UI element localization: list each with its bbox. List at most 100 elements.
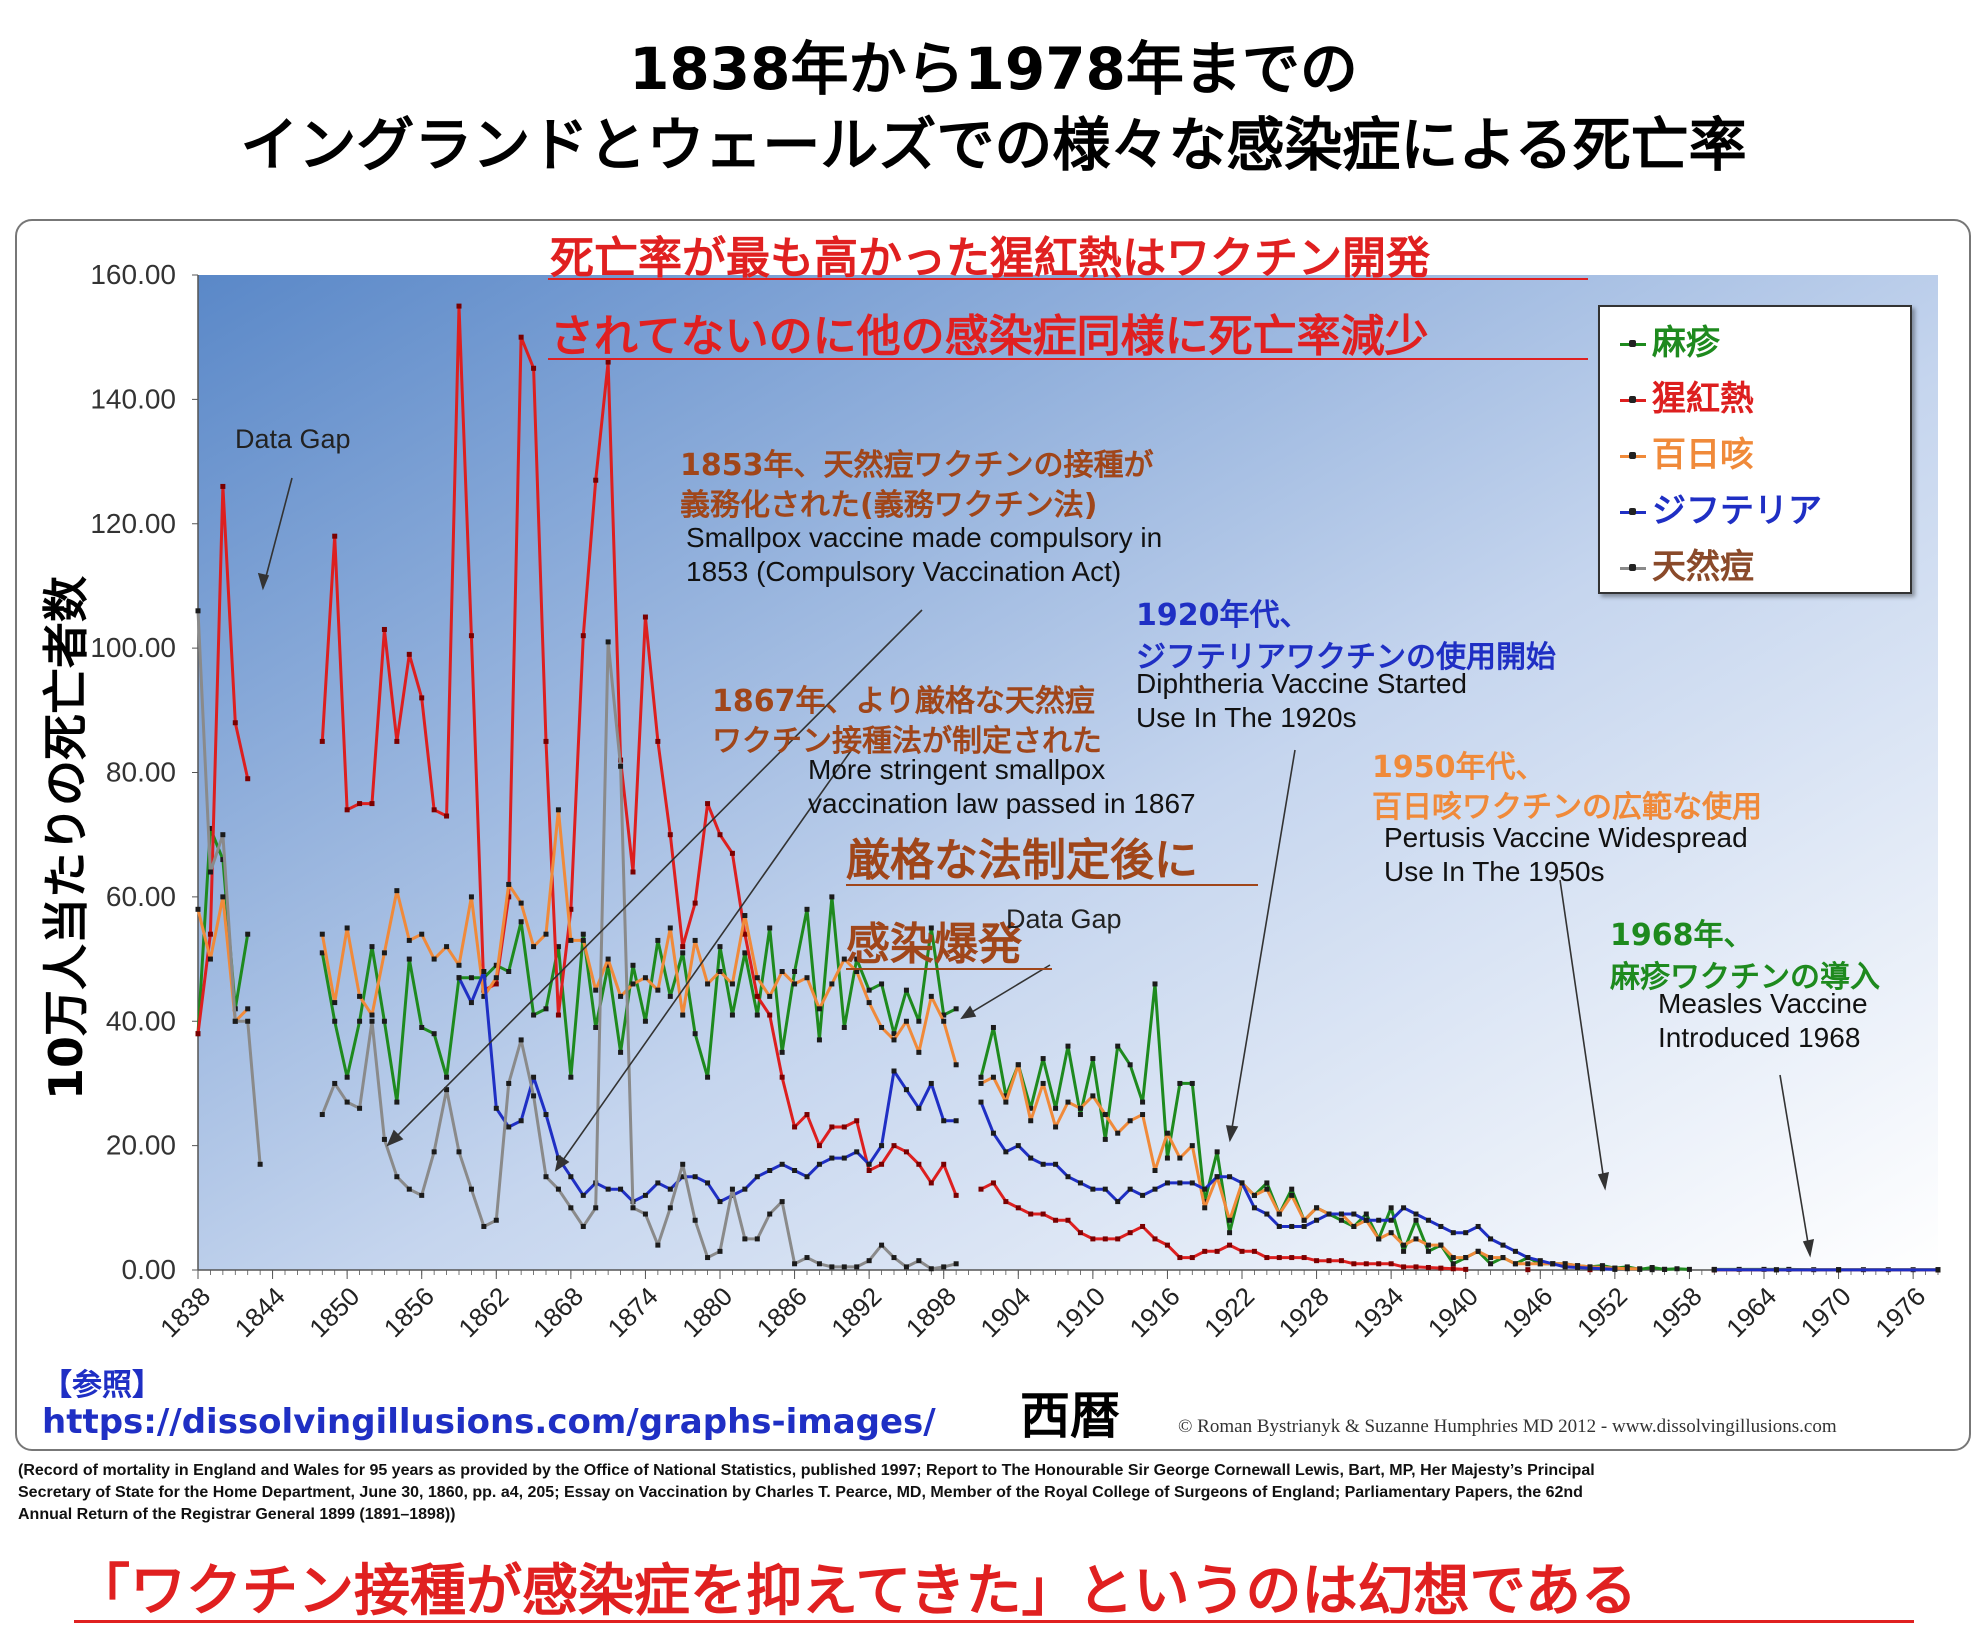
data-point (1301, 1223, 1307, 1229)
data-point (220, 894, 226, 900)
data-point (953, 1192, 959, 1198)
data-point (481, 993, 487, 999)
annotation-1853-jp-2: 義務化された(義務ワクチン法) (680, 488, 1098, 523)
data-point (1140, 1192, 1146, 1198)
data-point (804, 906, 810, 912)
data-point (381, 626, 387, 632)
data-point (381, 950, 387, 956)
data-point (431, 956, 437, 962)
data-point (804, 1255, 810, 1261)
data-point (866, 1258, 872, 1264)
data-point (655, 937, 661, 943)
data-point (879, 1024, 885, 1030)
data-point (705, 1255, 711, 1261)
data-point (767, 925, 773, 931)
data-point (543, 1006, 549, 1012)
source-note-line2: Secretary of State for the Home Departme… (18, 1484, 1583, 1501)
legend-marker-smallpox (1620, 564, 1646, 571)
annotation-1950-en-2: Use In The 1950s (1384, 856, 1605, 887)
data-point (332, 533, 338, 539)
data-point (705, 1074, 711, 1080)
data-point (1388, 1230, 1394, 1236)
data-point (319, 738, 325, 744)
data-point (1189, 1080, 1195, 1086)
data-point (1090, 1056, 1096, 1062)
data-point (655, 738, 661, 744)
data-point (1040, 1161, 1046, 1167)
data-point (406, 1186, 412, 1192)
arrow-1867 (555, 744, 856, 1171)
data-point (1077, 1230, 1083, 1236)
data-point (1065, 1099, 1071, 1105)
data-point (642, 975, 648, 981)
data-point (444, 944, 450, 950)
reference-link[interactable]: https://dissolvingillusions.com/graphs-i… (42, 1402, 936, 1442)
strict-law-label-1: 厳格な法制定後に (846, 835, 1198, 886)
arrow-1950 (1559, 879, 1606, 1189)
data-point (941, 1118, 947, 1124)
data-point (941, 1264, 947, 1270)
data-point (1612, 1266, 1618, 1272)
data-point (406, 937, 412, 943)
data-point (1102, 1236, 1108, 1242)
data-point (1450, 1255, 1456, 1261)
data-point (1537, 1261, 1543, 1267)
data-point (531, 1074, 537, 1080)
data-point (990, 1074, 996, 1080)
data-point (1090, 1236, 1096, 1242)
data-point (1028, 1105, 1034, 1111)
data-point (618, 1186, 624, 1192)
data-point (630, 962, 636, 968)
data-point (369, 801, 375, 807)
data-point (1164, 1180, 1170, 1186)
data-point (1599, 1266, 1605, 1272)
data-point (667, 1205, 673, 1211)
data-point (518, 1118, 524, 1124)
y-tick-label: 60.00 (106, 881, 176, 912)
data-point (630, 869, 636, 875)
data-point (1388, 1205, 1394, 1211)
annotation-1968-en-2: Introduced 1968 (1658, 1022, 1861, 1053)
data-point (543, 1174, 549, 1180)
strict-law-underline-2 (846, 968, 1052, 970)
data-point (481, 969, 487, 974)
data-point (1140, 1099, 1146, 1105)
data-point (816, 1143, 822, 1149)
annotation-1920-jp-2: ジフテリアワクチンの使用開始 (1136, 640, 1556, 675)
data-point (369, 1012, 375, 1018)
data-point (1140, 1223, 1146, 1229)
data-point (1090, 1093, 1096, 1099)
data-point (1164, 1242, 1170, 1248)
data-point (792, 1124, 798, 1130)
data-point (1637, 1266, 1643, 1272)
data-point (829, 1124, 835, 1130)
data-point (444, 1074, 450, 1080)
data-point (1239, 1180, 1245, 1186)
data-point (580, 1223, 586, 1229)
data-point (1264, 1211, 1270, 1217)
data-point (1003, 1199, 1009, 1205)
data-point (1127, 1186, 1133, 1192)
data-point (829, 894, 835, 900)
headline-line1: 死亡率が最も高かった猩紅熱はワクチン開発 (550, 233, 1430, 284)
data-point (816, 1261, 822, 1267)
data-point (1040, 1080, 1046, 1086)
data-point (543, 931, 549, 937)
data-point (1251, 1205, 1257, 1211)
data-point (754, 993, 760, 999)
data-point (866, 1168, 872, 1173)
data-point (879, 1242, 885, 1248)
data-point (866, 987, 872, 993)
data-point (1338, 1211, 1344, 1217)
data-point (729, 1186, 735, 1192)
data-point (1040, 1056, 1046, 1062)
data-point (891, 1143, 897, 1149)
data-point (1177, 1255, 1183, 1261)
data-point (804, 1112, 810, 1118)
y-tick-label: 140.00 (90, 383, 176, 414)
annotation-1920-en-2: Use In The 1920s (1136, 702, 1357, 733)
data-gap-arrowhead-1 (257, 572, 270, 591)
data-point (444, 1087, 450, 1093)
data-point (357, 1105, 363, 1111)
data-point (1077, 1105, 1083, 1111)
